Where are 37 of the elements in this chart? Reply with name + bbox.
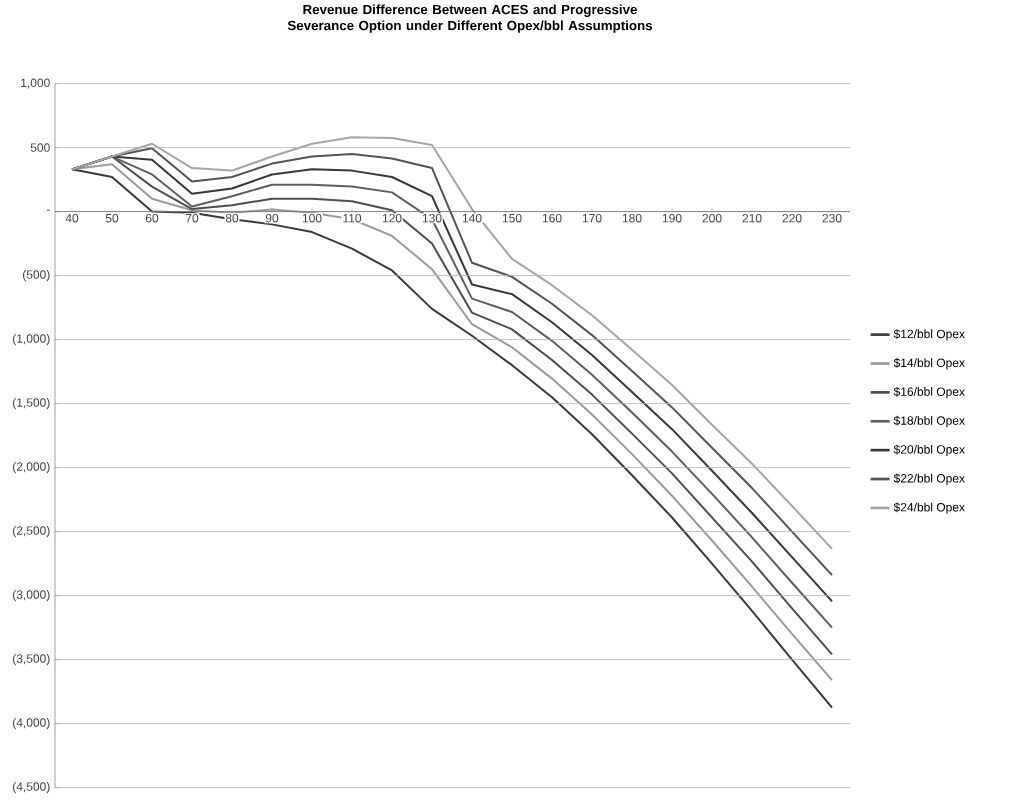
x-tick-label: 180 <box>622 214 642 223</box>
x-tick-label: 210 <box>742 214 762 223</box>
legend-label: $22/bbl Opex <box>893 473 965 486</box>
y-tick-label: - <box>46 209 50 211</box>
x-tick-label: 100 <box>302 214 322 223</box>
x-tick-label: 120 <box>382 214 402 223</box>
legend-label: $18/bbl Opex <box>893 416 965 428</box>
y-tick-label: 500 <box>30 143 50 153</box>
x-tick-label: 150 <box>502 214 522 223</box>
x-tick-label: 90 <box>265 214 279 223</box>
x-tick-label: 190 <box>662 214 682 223</box>
legend-label: $12/bbl Opex <box>893 329 965 341</box>
legend-label: $14/bbl Opex <box>893 358 965 370</box>
chart-title: Revenue Difference Between ACES and Progressive Severance Option under Different Opex/bbl Assumptions <box>287 4 653 34</box>
x-tick-label: 160 <box>542 214 562 223</box>
y-tick-label: (3,500) <box>13 654 50 666</box>
x-tick-label: 40 <box>65 214 79 223</box>
x-tick-label: 50 <box>105 214 119 223</box>
y-tick-label: (2,500) <box>13 526 50 538</box>
legend-label: $20/bbl Opex <box>893 444 965 457</box>
x-tick-label: 200 <box>702 214 722 223</box>
y-tick-label: (4,500) <box>13 782 50 794</box>
y-tick-label: (1,500) <box>13 398 50 410</box>
y-tick-label: (500) <box>23 270 50 282</box>
legend-label: $16/bbl Opex <box>893 387 965 399</box>
y-tick-label: (4,000) <box>13 718 50 730</box>
y-tick-label: (1,000) <box>13 334 50 346</box>
x-tick-label: 170 <box>582 214 602 223</box>
x-tick-label: 140 <box>462 214 482 223</box>
legend-label: $24/bbl Opex <box>893 502 965 515</box>
y-tick-label: 1,000 <box>21 78 50 89</box>
y-tick-label: (2,000) <box>13 462 50 474</box>
x-tick-label: 70 <box>185 214 199 223</box>
x-tick-label: 60 <box>145 214 159 223</box>
x-tick-label: 230 <box>822 214 842 223</box>
y-tick-label: (3,000) <box>13 590 50 602</box>
x-tick-label: 220 <box>782 214 802 223</box>
